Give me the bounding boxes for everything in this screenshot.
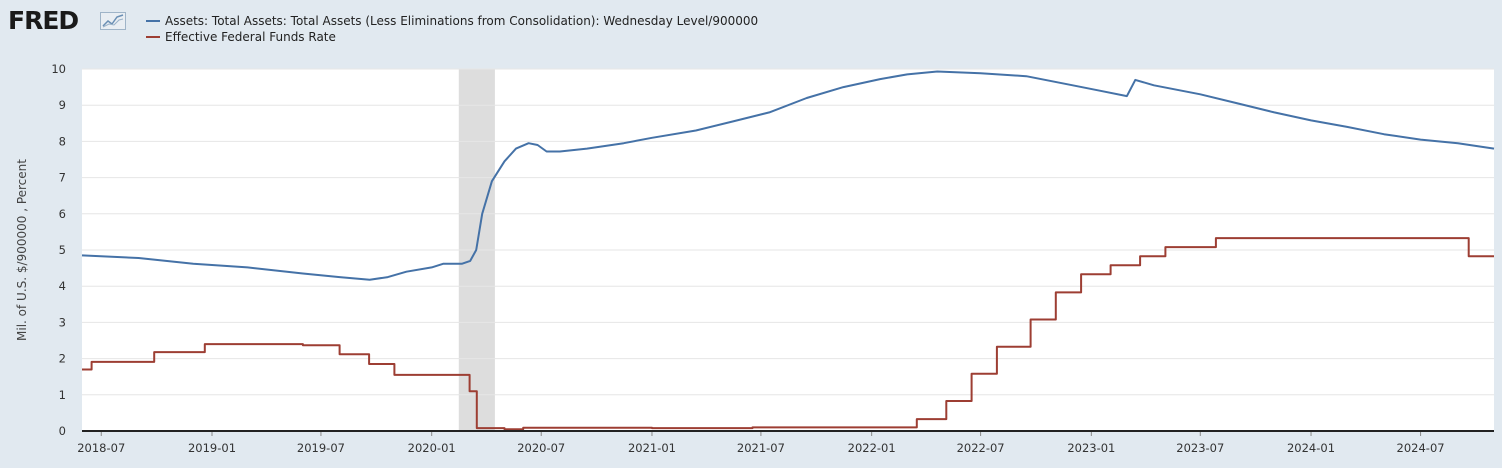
x-tick-label: 2019-07 — [297, 441, 345, 455]
x-tick-label: 2024-07 — [1397, 441, 1445, 455]
x-tick-label: 2020-07 — [517, 441, 565, 455]
y-axis-label: Mil. of U.S. $/900000 , Percent — [15, 159, 29, 341]
y-tick-label: 3 — [59, 315, 66, 329]
legend-swatch-assets — [146, 20, 160, 22]
legend-label-effr: Effective Federal Funds Rate — [165, 30, 336, 44]
y-tick-label: 10 — [51, 62, 66, 76]
y-tick-label: 4 — [59, 279, 66, 293]
x-tick-label: 2021-07 — [737, 441, 785, 455]
y-tick-label: 1 — [59, 388, 66, 402]
legend-swatch-effr — [146, 36, 160, 38]
y-tick-label: 2 — [59, 352, 66, 366]
y-tick-label: 8 — [59, 134, 66, 148]
y-tick-label: 5 — [59, 243, 66, 257]
fred-logo: FRED — [8, 6, 79, 35]
y-tick-label: 7 — [59, 171, 66, 185]
legend: Assets: Total Assets: Total Assets (Less… — [146, 13, 758, 45]
series-line-0 — [81, 70, 1495, 281]
legend-item-effr[interactable]: Effective Federal Funds Rate — [146, 29, 758, 45]
y-tick-label: 6 — [59, 207, 66, 221]
x-tick-label: 2022-07 — [957, 441, 1005, 455]
legend-label-assets: Assets: Total Assets: Total Assets (Less… — [165, 14, 759, 28]
legend-item-assets[interactable]: Assets: Total Assets: Total Assets (Less… — [146, 13, 758, 29]
y-tick-label: 0 — [59, 424, 66, 438]
x-tick-label: 2023-01 — [1067, 441, 1115, 455]
x-tick-label: 2023-07 — [1176, 441, 1224, 455]
x-tick-label: 2022-01 — [848, 441, 896, 455]
x-tick-label: 2024-01 — [1287, 441, 1335, 455]
x-tick-label: 2019-01 — [188, 441, 236, 455]
x-tick-label: 2020-01 — [408, 441, 456, 455]
series-line-1 — [82, 237, 1494, 431]
y-tick-label: 9 — [59, 98, 66, 112]
x-tick-label: 2018-07 — [77, 441, 125, 455]
chart-trend-icon — [100, 12, 126, 30]
x-tick-label: 2021-01 — [628, 441, 676, 455]
